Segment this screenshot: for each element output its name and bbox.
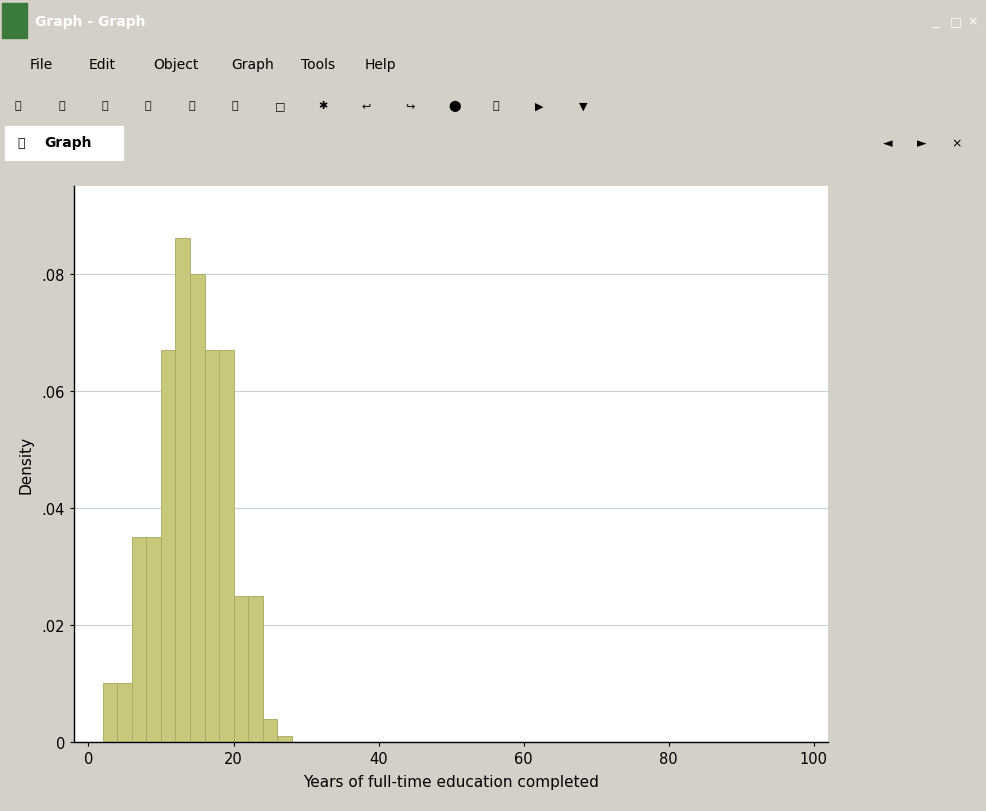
Bar (132, 538, 147, 742)
Text: ▼: ▼ (579, 101, 588, 111)
Text: ✱: ✱ (318, 101, 328, 111)
Text: 🖨: 🖨 (102, 101, 108, 111)
Text: Graph - Graph: Graph - Graph (35, 15, 145, 29)
Text: ►: ► (917, 137, 927, 150)
Text: 📊: 📊 (18, 137, 26, 150)
Bar (161, 350, 176, 742)
Text: ×: × (951, 137, 962, 150)
Text: Tools: Tools (301, 58, 335, 72)
Text: Edit: Edit (89, 58, 115, 72)
Bar (190, 274, 204, 742)
Text: File: File (30, 58, 53, 72)
Text: 💾: 💾 (58, 101, 65, 111)
Bar (277, 736, 292, 742)
Text: 📋: 📋 (145, 101, 152, 111)
Bar (262, 719, 277, 742)
Bar (248, 596, 262, 742)
Text: 📂: 📂 (15, 101, 22, 111)
Bar (234, 596, 248, 742)
Bar (5, 127, 123, 161)
Bar (147, 538, 161, 742)
Bar (176, 239, 190, 742)
Text: □: □ (275, 101, 286, 111)
Text: Object: Object (153, 58, 198, 72)
Text: ↩: ↩ (362, 101, 372, 111)
Text: ▶: ▶ (535, 101, 544, 111)
Text: ⬤: ⬤ (449, 101, 461, 112)
Text: Help: Help (365, 58, 396, 72)
Text: 📊: 📊 (232, 101, 239, 111)
Text: ⏸: ⏸ (492, 101, 499, 111)
Text: ↪: ↪ (405, 101, 415, 111)
Text: □: □ (950, 15, 961, 28)
Bar (2, 4, 27, 40)
Bar (204, 350, 219, 742)
Text: Graph: Graph (232, 58, 274, 72)
Text: ◄: ◄ (882, 137, 892, 150)
Text: _: _ (932, 15, 938, 28)
Bar (219, 350, 234, 742)
Text: Graph: Graph (44, 136, 92, 150)
Y-axis label: Density: Density (18, 436, 34, 493)
X-axis label: Years of full-time education completed: Years of full-time education completed (303, 775, 599, 789)
Text: 📄: 📄 (188, 101, 195, 111)
Text: ×: × (967, 15, 978, 28)
Bar (103, 684, 117, 742)
Bar (117, 684, 132, 742)
